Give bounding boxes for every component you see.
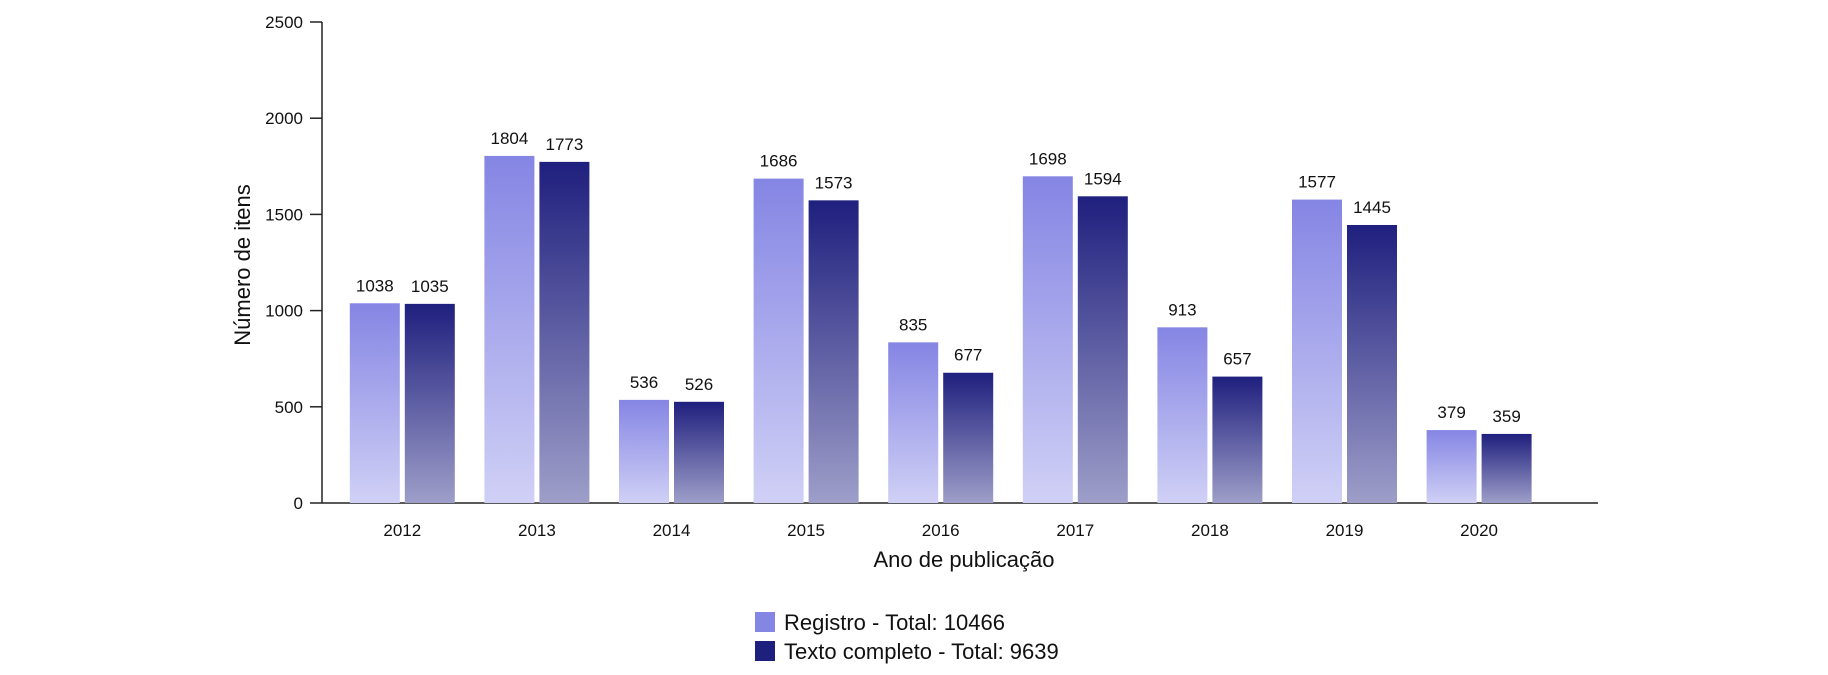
bar-texto-completo-2018 bbox=[1212, 376, 1263, 503]
data-label: 526 bbox=[685, 375, 713, 394]
bar-texto-completo-2013 bbox=[539, 161, 590, 503]
data-label: 1573 bbox=[815, 173, 853, 192]
x-tick-label: 2012 bbox=[383, 521, 421, 540]
legend-swatch bbox=[755, 612, 775, 632]
data-label: 1594 bbox=[1084, 169, 1122, 188]
data-label: 1035 bbox=[411, 277, 449, 296]
bar-registro-2017 bbox=[1022, 176, 1073, 503]
bar-registro-2013 bbox=[484, 155, 535, 503]
data-labels-group: 1038 1035 1804 1773 536 526 1686 1573 835 677 1698… bbox=[356, 129, 1521, 426]
x-axis: 2012 2013 2014 2015 2016 2017 2018 2019 2020 bbox=[322, 502, 1598, 540]
data-label: 1038 bbox=[356, 276, 394, 295]
bar-registro-2020 bbox=[1426, 430, 1477, 503]
bar-texto-completo-2017 bbox=[1077, 196, 1128, 504]
bar-registro-2014 bbox=[619, 399, 669, 503]
x-axis-title: Ano de publicação bbox=[873, 547, 1054, 572]
bar-registro-2018 bbox=[1157, 327, 1208, 503]
bar-registro-2012 bbox=[349, 303, 400, 503]
x-tick-label: 2018 bbox=[1191, 521, 1229, 540]
legend-swatch bbox=[755, 641, 775, 661]
y-tick-label: 1000 bbox=[265, 302, 303, 321]
data-label: 359 bbox=[1492, 407, 1520, 426]
bar-registro-2015 bbox=[753, 178, 804, 504]
bar-texto-completo-2014 bbox=[674, 401, 724, 503]
data-label: 1577 bbox=[1298, 173, 1336, 192]
data-label: 677 bbox=[954, 346, 982, 365]
data-label: 657 bbox=[1223, 350, 1251, 369]
y-tick-label: 1500 bbox=[265, 205, 303, 224]
y-tick-label: 2500 bbox=[265, 13, 303, 32]
bar-registro-2016 bbox=[888, 342, 939, 503]
data-label: 1804 bbox=[490, 129, 528, 148]
bar-registro-2019 bbox=[1292, 199, 1342, 503]
data-label: 1686 bbox=[760, 152, 798, 171]
y-tick-label: 0 bbox=[294, 494, 303, 513]
x-tick-label: 2017 bbox=[1056, 521, 1094, 540]
x-tick-label: 2019 bbox=[1326, 521, 1364, 540]
data-label: 913 bbox=[1168, 300, 1196, 319]
data-label: 1698 bbox=[1029, 149, 1067, 168]
y-tick-label: 500 bbox=[275, 398, 303, 417]
bars-group bbox=[349, 155, 1532, 504]
legend-label: Registro - Total: 10466 bbox=[784, 610, 1005, 635]
bar-texto-completo-2019 bbox=[1347, 224, 1397, 503]
data-label: 1445 bbox=[1353, 198, 1391, 217]
bar-texto-completo-2016 bbox=[943, 372, 994, 503]
x-tick-label: 2016 bbox=[922, 521, 960, 540]
data-label: 536 bbox=[630, 373, 658, 392]
x-tick-label: 2015 bbox=[787, 521, 825, 540]
data-label: 835 bbox=[899, 315, 927, 334]
legend-label: Texto completo - Total: 9639 bbox=[784, 639, 1059, 664]
data-label: 1773 bbox=[545, 135, 583, 154]
bar-texto-completo-2012 bbox=[404, 303, 455, 503]
x-tick-label: 2014 bbox=[653, 521, 691, 540]
y-tick-label: 2000 bbox=[265, 109, 303, 128]
bar-texto-completo-2020 bbox=[1481, 433, 1532, 503]
bar-texto-completo-2015 bbox=[808, 200, 859, 503]
x-tick-label: 2013 bbox=[518, 521, 556, 540]
y-axis: 0 500 1000 1500 2000 2500 bbox=[265, 13, 323, 513]
y-axis-title: Número de itens bbox=[230, 184, 255, 345]
legend: Registro - Total: 10466 Texto completo - … bbox=[755, 610, 1059, 664]
data-label: 379 bbox=[1437, 403, 1465, 422]
x-tick-label: 2020 bbox=[1460, 521, 1498, 540]
